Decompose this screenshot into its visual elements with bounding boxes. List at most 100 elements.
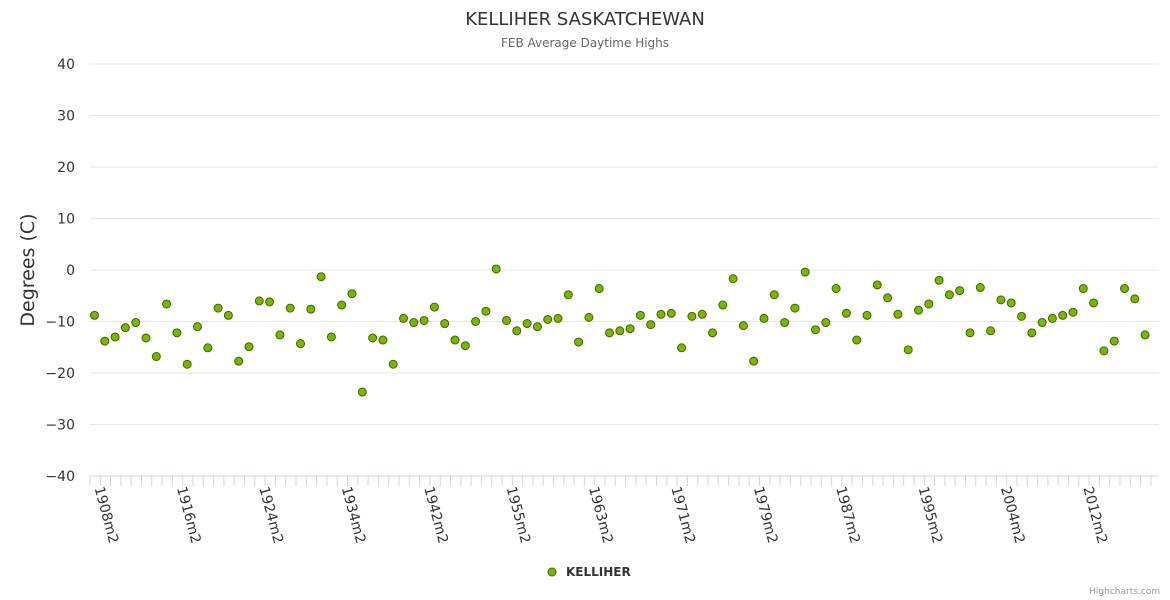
- data-point[interactable]: [1140, 330, 1150, 340]
- data-point[interactable]: [419, 315, 429, 325]
- data-point[interactable]: [841, 308, 851, 318]
- data-point[interactable]: [182, 359, 192, 369]
- data-point[interactable]: [883, 293, 893, 303]
- data-point[interactable]: [697, 309, 707, 319]
- data-point[interactable]: [100, 336, 110, 346]
- data-point[interactable]: [471, 317, 481, 326]
- data-point[interactable]: [563, 290, 573, 300]
- data-point[interactable]: [491, 264, 501, 274]
- data-point[interactable]: [254, 296, 264, 306]
- data-point[interactable]: [193, 322, 202, 332]
- data-point[interactable]: [708, 328, 717, 338]
- credits-link[interactable]: Highcharts.com: [1089, 587, 1160, 597]
- data-point[interactable]: [337, 300, 347, 310]
- data-point[interactable]: [368, 333, 378, 343]
- data-point[interactable]: [574, 337, 584, 347]
- data-point[interactable]: [677, 343, 687, 353]
- data-point[interactable]: [409, 318, 419, 328]
- data-point[interactable]: [996, 295, 1006, 305]
- data-point[interactable]: [759, 313, 769, 323]
- data-point[interactable]: [903, 345, 913, 355]
- data-point[interactable]: [924, 299, 934, 309]
- data-point[interactable]: [584, 312, 594, 322]
- data-point[interactable]: [831, 284, 841, 294]
- data-point[interactable]: [656, 309, 666, 319]
- data-point[interactable]: [440, 319, 450, 329]
- data-point[interactable]: [357, 387, 367, 397]
- data-point[interactable]: [934, 275, 944, 285]
- data-point[interactable]: [852, 335, 862, 345]
- data-point[interactable]: [646, 320, 656, 330]
- data-point[interactable]: [388, 359, 398, 369]
- data-point[interactable]: [481, 306, 491, 316]
- data-point[interactable]: [172, 328, 182, 338]
- data-point[interactable]: [378, 335, 388, 345]
- data-point[interactable]: [223, 310, 233, 320]
- data-point[interactable]: [1027, 328, 1037, 338]
- data-point[interactable]: [543, 314, 553, 324]
- data-point[interactable]: [718, 300, 728, 310]
- data-point[interactable]: [1109, 336, 1119, 346]
- data-point[interactable]: [955, 286, 965, 296]
- data-point[interactable]: [666, 308, 676, 318]
- data-point[interactable]: [790, 303, 800, 313]
- data-point[interactable]: [532, 322, 542, 332]
- data-point[interactable]: [1006, 298, 1016, 308]
- data-point[interactable]: [615, 326, 625, 336]
- data-point[interactable]: [738, 321, 748, 331]
- data-point[interactable]: [914, 305, 923, 315]
- data-point[interactable]: [347, 289, 357, 299]
- data-point[interactable]: [553, 313, 563, 323]
- data-point[interactable]: [893, 309, 903, 319]
- data-point[interactable]: [110, 332, 120, 342]
- data-point[interactable]: [399, 313, 408, 323]
- data-point[interactable]: [316, 272, 326, 282]
- data-point[interactable]: [502, 315, 511, 325]
- data-point[interactable]: [605, 328, 614, 338]
- data-point[interactable]: [512, 326, 522, 336]
- data-point[interactable]: [326, 332, 336, 342]
- data-point[interactable]: [1068, 307, 1078, 317]
- data-point[interactable]: [120, 323, 130, 333]
- data-point[interactable]: [244, 342, 254, 352]
- data-point[interactable]: [203, 343, 213, 353]
- data-point[interactable]: [90, 310, 99, 320]
- data-point[interactable]: [429, 302, 439, 312]
- data-point[interactable]: [1089, 298, 1099, 308]
- data-point[interactable]: [1047, 313, 1057, 323]
- data-point[interactable]: [1130, 294, 1140, 304]
- data-point[interactable]: [460, 341, 470, 351]
- data-point[interactable]: [1037, 318, 1047, 328]
- data-point[interactable]: [131, 318, 141, 328]
- data-point[interactable]: [1078, 284, 1088, 294]
- legend-item-kelliher[interactable]: KELLIHER: [547, 565, 631, 579]
- data-point[interactable]: [944, 290, 954, 300]
- data-point[interactable]: [800, 267, 810, 277]
- data-point[interactable]: [265, 297, 275, 307]
- data-point[interactable]: [687, 311, 697, 321]
- data-point[interactable]: [522, 319, 532, 329]
- data-point[interactable]: [275, 330, 285, 340]
- data-point[interactable]: [296, 339, 305, 349]
- data-point[interactable]: [306, 304, 316, 314]
- data-point[interactable]: [811, 325, 820, 335]
- data-point[interactable]: [234, 356, 244, 366]
- data-point[interactable]: [821, 318, 831, 328]
- data-point[interactable]: [141, 333, 151, 343]
- data-point[interactable]: [151, 352, 161, 362]
- data-point[interactable]: [780, 318, 790, 328]
- data-point[interactable]: [1017, 311, 1026, 321]
- data-point[interactable]: [749, 356, 759, 366]
- data-point[interactable]: [872, 280, 882, 290]
- data-point[interactable]: [285, 303, 295, 313]
- data-point[interactable]: [162, 299, 172, 309]
- data-point[interactable]: [769, 290, 779, 300]
- data-point[interactable]: [1058, 310, 1068, 320]
- data-point[interactable]: [1120, 284, 1129, 294]
- data-point[interactable]: [986, 326, 996, 336]
- data-point[interactable]: [1099, 346, 1109, 356]
- data-point[interactable]: [965, 328, 975, 338]
- data-point[interactable]: [625, 324, 635, 334]
- data-point[interactable]: [635, 310, 645, 320]
- data-point[interactable]: [450, 335, 460, 345]
